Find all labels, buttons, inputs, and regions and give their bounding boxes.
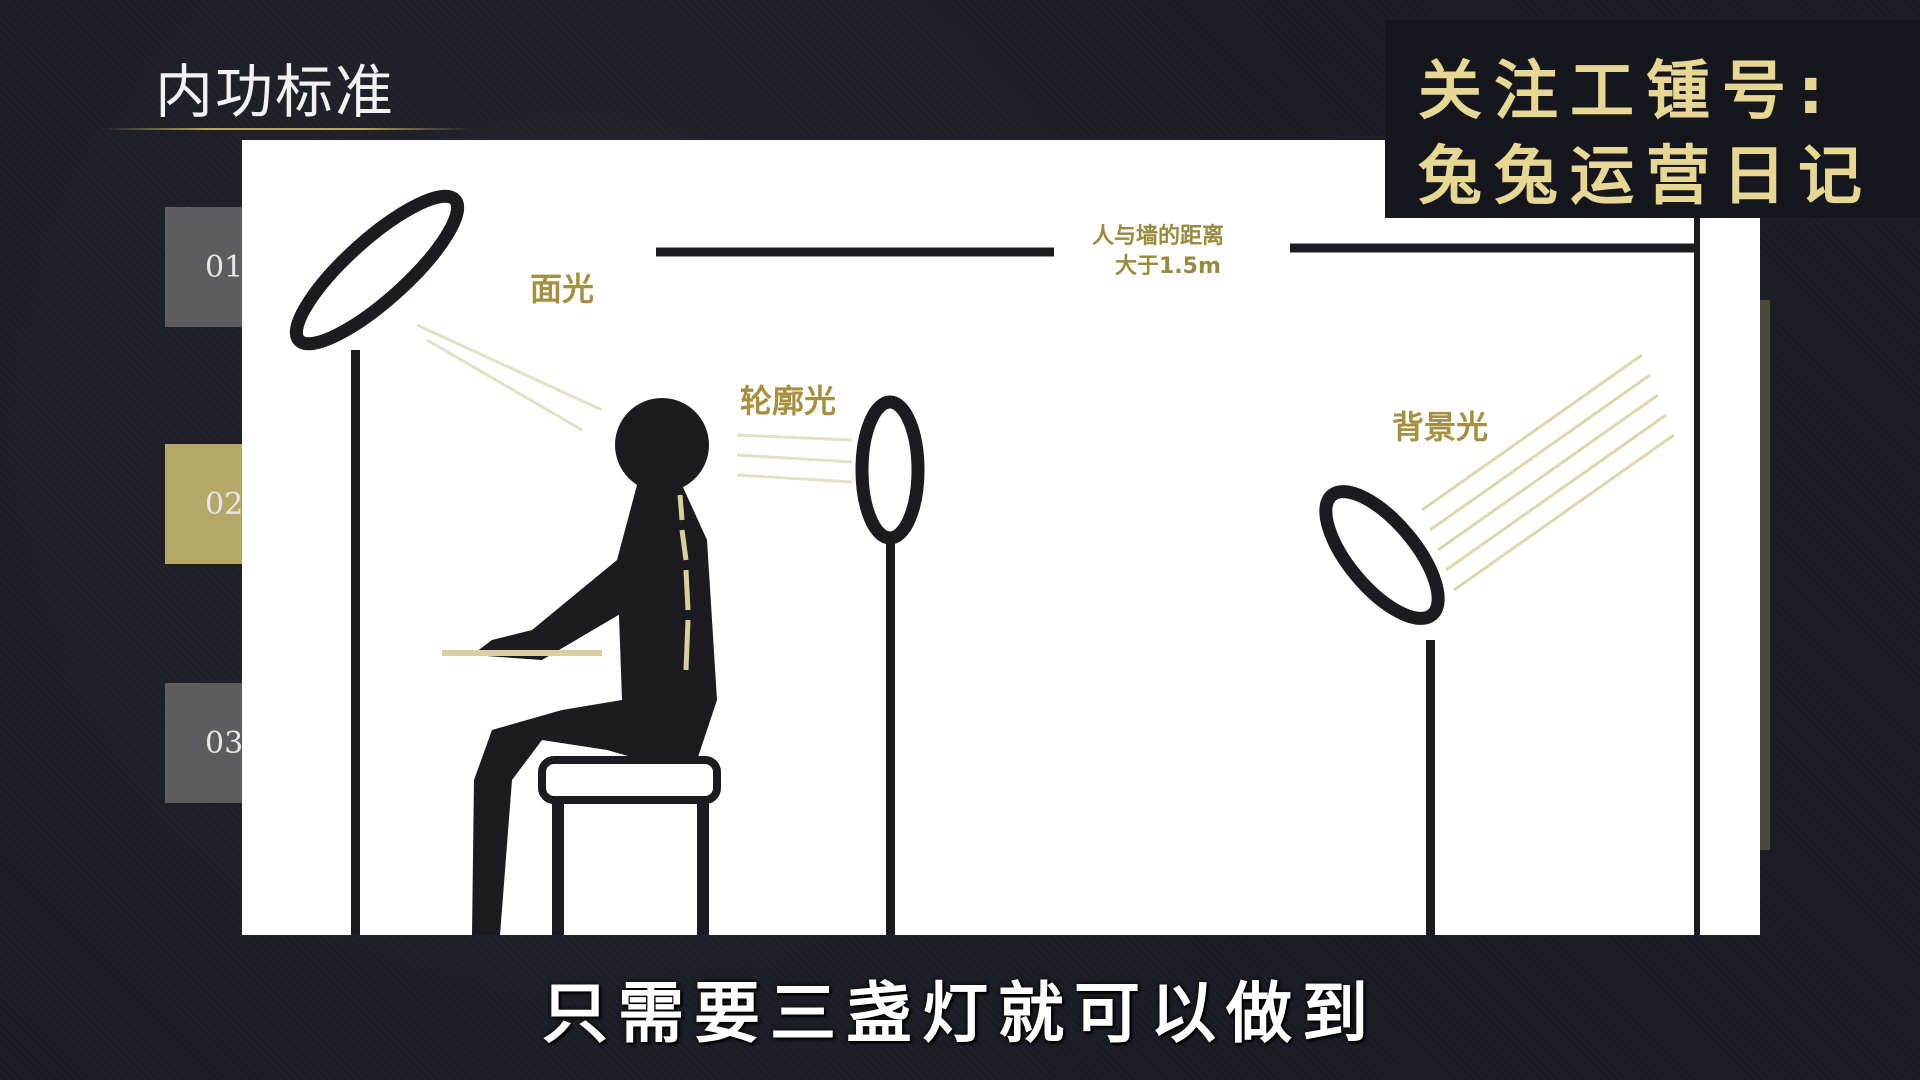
badge-line-1: 关注工锺号: (1418, 55, 1836, 129)
step-tab-label: 03 (205, 725, 244, 761)
face-light-label: 面光 (530, 270, 595, 308)
background-light-rays (1421, 353, 1675, 592)
desk-line (442, 650, 602, 656)
step-tab-label: 01 (205, 249, 244, 285)
rim-light-rays (736, 433, 853, 484)
face-light-icon (289, 189, 465, 935)
lighting-diagram-illustration (289, 189, 1700, 935)
background-light-label: 背景光 (1392, 408, 1489, 446)
spine-highlight (677, 494, 691, 671)
title-underline (100, 128, 470, 130)
panel-edge-decoration (1760, 300, 1770, 850)
face-light-rays (416, 323, 603, 432)
stool (538, 756, 721, 935)
wall-line (1694, 190, 1700, 935)
step-tab-label: 02 (205, 486, 244, 522)
background-light-icon (1319, 485, 1445, 935)
badge-line-2: 兔兔运营日记 (1418, 140, 1874, 214)
video-subtitle: 只需要三盏灯就可以做到 (542, 975, 1378, 1052)
page-title: 内功标准 (155, 58, 396, 126)
distance-label-line2: 大于1.5m (1115, 254, 1221, 279)
follow-badge: 关注工锺号: 兔兔运营日记 (1385, 20, 1920, 218)
lighting-diagram: 面光 轮廓光 背景光 人与墙的距离 大于1.5m (242, 140, 1760, 935)
distance-label-line1: 人与墙的距离 (1092, 224, 1225, 249)
seated-person-silhouette (472, 398, 717, 935)
rim-light-icon (855, 395, 925, 935)
rim-light-label: 轮廓光 (740, 382, 837, 420)
